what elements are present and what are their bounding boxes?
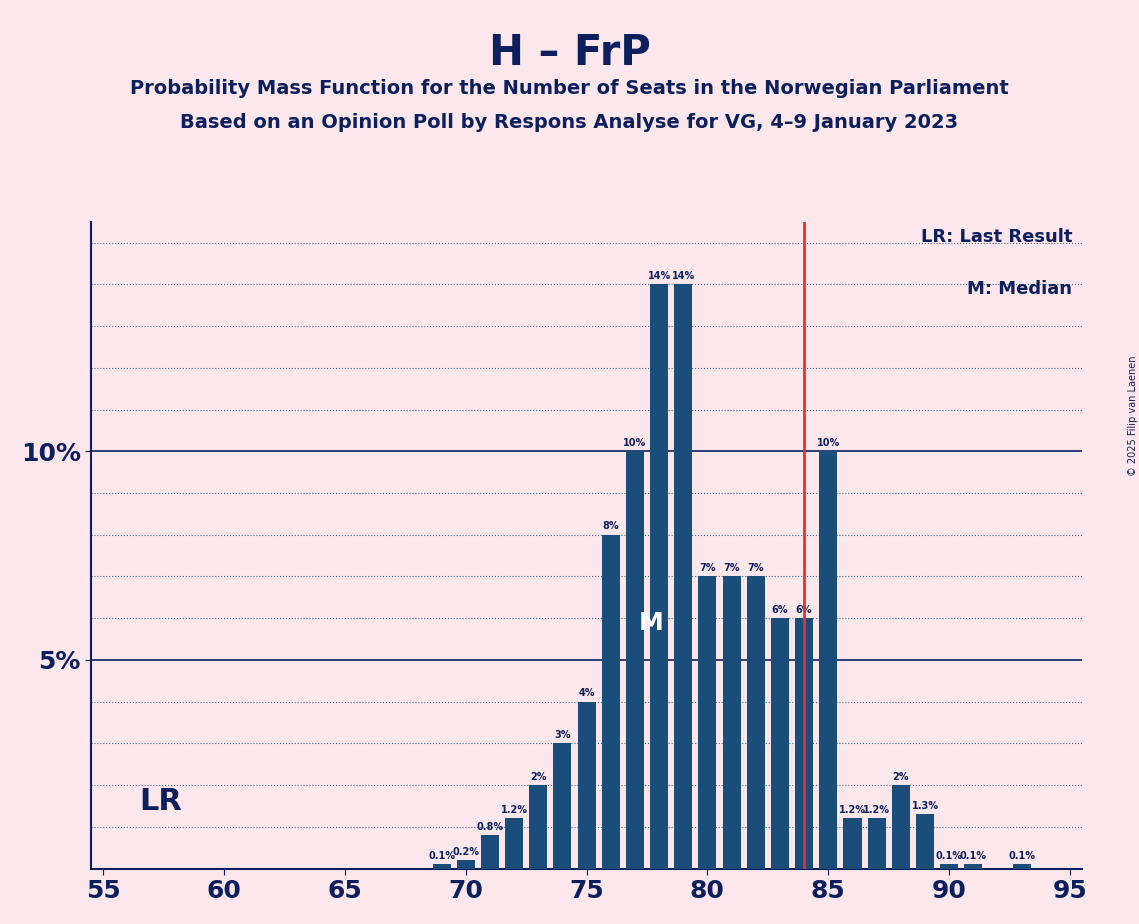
Bar <box>819 451 837 869</box>
Text: 1.2%: 1.2% <box>863 805 890 815</box>
Bar <box>601 535 620 869</box>
Text: 6%: 6% <box>772 605 788 614</box>
Bar <box>505 819 523 869</box>
Bar <box>674 285 693 869</box>
Text: 2%: 2% <box>530 772 547 782</box>
Bar <box>747 577 764 869</box>
Text: 10%: 10% <box>817 438 839 448</box>
Bar <box>940 864 958 869</box>
Text: 10%: 10% <box>623 438 647 448</box>
Bar <box>554 744 572 869</box>
Text: 0.1%: 0.1% <box>1008 851 1035 861</box>
Text: 14%: 14% <box>647 271 671 281</box>
Text: © 2025 Filip van Laenen: © 2025 Filip van Laenen <box>1129 356 1138 476</box>
Text: 1.2%: 1.2% <box>500 805 527 815</box>
Text: 0.8%: 0.8% <box>476 821 503 832</box>
Text: 1.3%: 1.3% <box>911 801 939 811</box>
Text: H – FrP: H – FrP <box>489 32 650 74</box>
Bar <box>892 785 910 869</box>
Text: M: Median: M: Median <box>967 280 1072 298</box>
Bar <box>481 835 499 869</box>
Text: 8%: 8% <box>603 521 620 531</box>
Bar <box>433 864 451 869</box>
Text: 3%: 3% <box>555 730 571 740</box>
Text: 4%: 4% <box>579 688 595 699</box>
Text: 0.1%: 0.1% <box>935 851 962 861</box>
Bar <box>771 618 789 869</box>
Bar <box>625 451 644 869</box>
Text: 6%: 6% <box>796 605 812 614</box>
Bar <box>577 701 596 869</box>
Bar <box>795 618 813 869</box>
Bar <box>457 860 475 869</box>
Text: LR: Last Result: LR: Last Result <box>920 228 1072 246</box>
Text: 7%: 7% <box>723 563 740 573</box>
Text: 0.1%: 0.1% <box>428 851 456 861</box>
Bar <box>843 819 861 869</box>
Bar <box>530 785 548 869</box>
Text: 0.1%: 0.1% <box>960 851 986 861</box>
Bar <box>868 819 886 869</box>
Text: M: M <box>638 611 663 635</box>
Text: 7%: 7% <box>747 563 764 573</box>
Text: Probability Mass Function for the Number of Seats in the Norwegian Parliament: Probability Mass Function for the Number… <box>130 79 1009 98</box>
Text: Based on an Opinion Poll by Respons Analyse for VG, 4–9 January 2023: Based on an Opinion Poll by Respons Anal… <box>180 113 959 132</box>
Bar <box>916 814 934 869</box>
Bar <box>965 864 982 869</box>
Bar <box>722 577 740 869</box>
Bar <box>698 577 716 869</box>
Bar <box>1013 864 1031 869</box>
Text: 14%: 14% <box>672 271 695 281</box>
Text: 0.2%: 0.2% <box>452 847 480 857</box>
Text: 7%: 7% <box>699 563 715 573</box>
Text: LR: LR <box>139 787 182 816</box>
Bar <box>650 285 669 869</box>
Text: 2%: 2% <box>893 772 909 782</box>
Text: 1.2%: 1.2% <box>839 805 866 815</box>
